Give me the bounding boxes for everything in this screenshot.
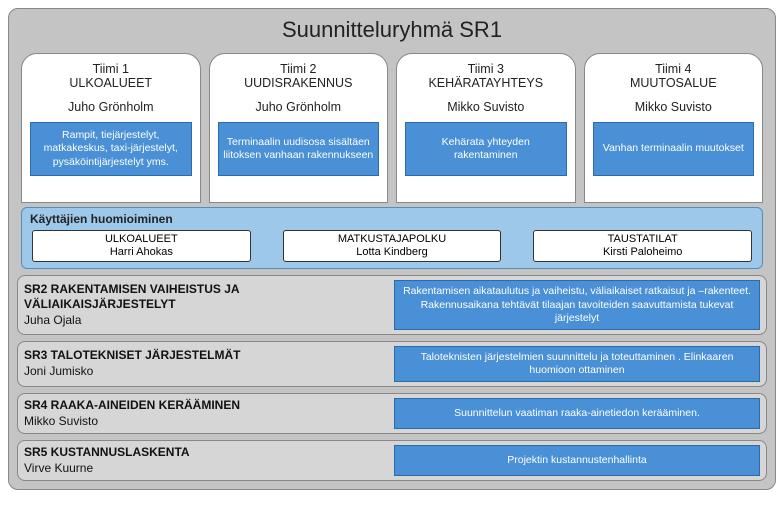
user-group-person: Harri Ahokas [37, 246, 246, 259]
org-chart: Suunnitteluryhmä SR1 Tiimi 1 ULKOALUEET … [8, 8, 776, 490]
user-group-title: TAUSTATILAT [538, 233, 747, 246]
team-desc: Terminaalin uudisosa sisältäen liitoksen… [218, 122, 380, 176]
user-group: MATKUSTAJAPOLKU Lotta Kindberg [283, 230, 502, 262]
sr-desc: Rakentamisen aikataulutus ja vaiheistu, … [394, 280, 760, 329]
sr-title: SR3 TALOTEKNISET JÄRJESTELMÄT [24, 348, 384, 364]
team-card: Tiimi 4 MUUTOSALUE Mikko Suvisto Vanhan … [584, 53, 764, 203]
users-panel-title: Käyttäjien huomioiminen [28, 210, 756, 230]
team-number: Tiimi 4 [593, 62, 755, 76]
user-group: TAUSTATILAT Kirsti Paloheimo [533, 230, 752, 262]
sr-title: SR2 RAKENTAMISEN VAIHEISTUS JA VÄLIAIKAI… [24, 282, 384, 313]
sr-person: Joni Jumisko [24, 364, 384, 380]
users-panel: Käyttäjien huomioiminen ULKOALUEET Harri… [21, 207, 763, 269]
teams-row: Tiimi 1 ULKOALUEET Juho Grönholm Rampit,… [21, 53, 763, 203]
main-title: Suunnitteluryhmä SR1 [17, 15, 767, 49]
team-name: ULKOALUEET [30, 76, 192, 90]
team-name: UUDISRAKENNUS [218, 76, 380, 90]
sr-desc: Suunnittelun vaatiman raaka-ainetiedon k… [394, 398, 760, 429]
team-lead: Juho Grönholm [30, 100, 192, 114]
team-number: Tiimi 3 [405, 62, 567, 76]
user-group-title: MATKUSTAJAPOLKU [288, 233, 497, 246]
sr-desc: Taloteknisten järjestelmien suunnittelu … [394, 346, 760, 382]
user-group-person: Kirsti Paloheimo [538, 246, 747, 259]
team-number: Tiimi 2 [218, 62, 380, 76]
sr-title: SR5 KUSTANNUSLASKENTA [24, 445, 384, 461]
team-lead: Juho Grönholm [218, 100, 380, 114]
team-name: MUUTOSALUE [593, 76, 755, 90]
user-group-person: Lotta Kindberg [288, 246, 497, 259]
sr-row: SR5 KUSTANNUSLASKENTA Virve Kuurne Proje… [17, 440, 767, 481]
user-group-title: ULKOALUEET [37, 233, 246, 246]
user-group: ULKOALUEET Harri Ahokas [32, 230, 251, 262]
sr-person: Virve Kuurne [24, 461, 384, 477]
team-number: Tiimi 1 [30, 62, 192, 76]
team-card: Tiimi 3 KEHÄRATAYHTEYS Mikko Suvisto Keh… [396, 53, 576, 203]
team-name: KEHÄRATAYHTEYS [405, 76, 567, 90]
sr-row: SR3 TALOTEKNISET JÄRJESTELMÄT Joni Jumis… [17, 341, 767, 387]
team-card: Tiimi 1 ULKOALUEET Juho Grönholm Rampit,… [21, 53, 201, 203]
team-lead: Mikko Suvisto [593, 100, 755, 114]
team-desc: Vanhan terminaalin muutokset [593, 122, 755, 176]
sr-left: SR4 RAAKA-AINEIDEN KERÄÄMINEN Mikko Suvi… [24, 398, 384, 429]
sr-left: SR2 RAKENTAMISEN VAIHEISTUS JA VÄLIAIKAI… [24, 280, 384, 329]
sr-row: SR2 RAKENTAMISEN VAIHEISTUS JA VÄLIAIKAI… [17, 275, 767, 334]
teams-wrap: Tiimi 1 ULKOALUEET Juho Grönholm Rampit,… [17, 49, 767, 269]
sr-desc: Projektin kustannustenhallinta [394, 445, 760, 476]
team-card: Tiimi 2 UUDISRAKENNUS Juho Grönholm Term… [209, 53, 389, 203]
team-desc: Kehärata yhteyden rakentaminen [405, 122, 567, 176]
users-row: ULKOALUEET Harri Ahokas MATKUSTAJAPOLKU … [28, 230, 756, 262]
sr-left: SR5 KUSTANNUSLASKENTA Virve Kuurne [24, 445, 384, 476]
sr-left: SR3 TALOTEKNISET JÄRJESTELMÄT Joni Jumis… [24, 346, 384, 382]
sr-title: SR4 RAAKA-AINEIDEN KERÄÄMINEN [24, 398, 384, 414]
team-desc: Rampit, tiejärjestelyt, matkakeskus, tax… [30, 122, 192, 176]
team-lead: Mikko Suvisto [405, 100, 567, 114]
sr-person: Mikko Suvisto [24, 414, 384, 430]
sr-row: SR4 RAAKA-AINEIDEN KERÄÄMINEN Mikko Suvi… [17, 393, 767, 434]
sr-person: Juha Ojala [24, 313, 384, 329]
